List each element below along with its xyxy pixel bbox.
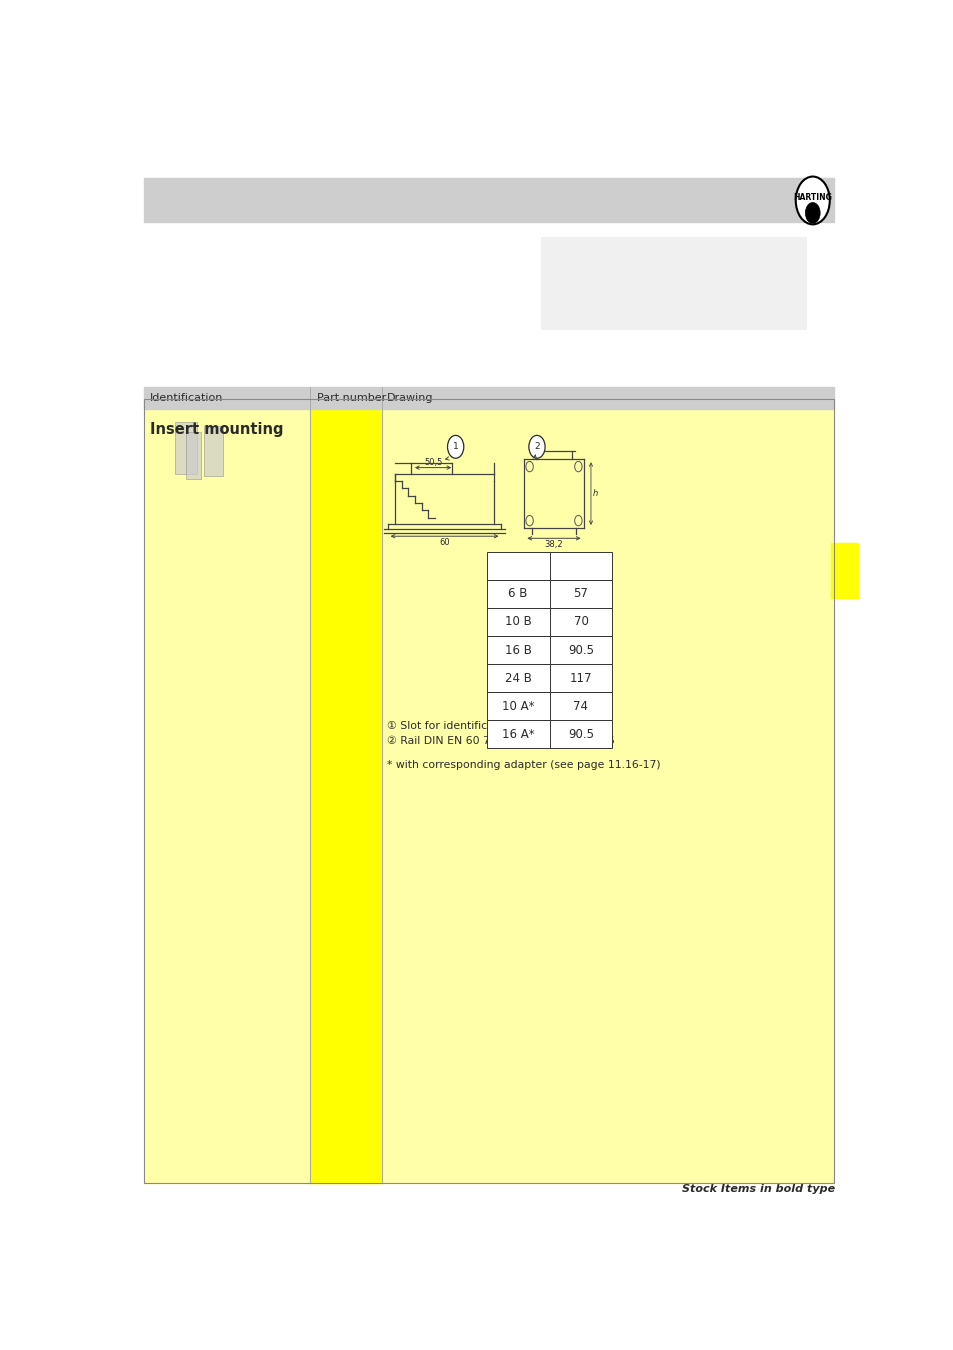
Text: 90.5: 90.5 [567,728,594,741]
Bar [486,580,612,608]
Circle shape [447,436,463,458]
Circle shape [528,436,544,458]
Bar [486,720,612,748]
Text: 70: 70 [573,616,588,629]
Bar [144,400,833,1183]
Text: ① Slot for identification strip: ① Slot for identification strip [387,721,542,730]
Bar [144,400,833,1183]
Bar [486,552,612,580]
Text: 16 A*: 16 A* [501,728,534,741]
Text: 10 A*: 10 A* [501,699,534,713]
Text: 57: 57 [573,587,588,601]
Text: Stock Items in bold type: Stock Items in bold type [681,1184,834,1195]
Bar [174,421,196,474]
Bar [486,664,612,693]
Bar [486,693,612,720]
Text: 1: 1 [453,443,458,451]
Bar [144,386,833,409]
Text: 16 B: 16 B [504,644,531,656]
Text: Drawing: Drawing [387,393,433,402]
Bar [540,236,806,331]
Circle shape [804,202,820,223]
Bar [830,544,858,598]
Text: 6 B: 6 B [508,587,527,601]
Bar [144,178,833,223]
Text: 50,5: 50,5 [424,458,442,467]
Text: 117: 117 [569,671,592,684]
Text: Identification: Identification [151,393,223,402]
Text: 74: 74 [573,699,588,713]
Text: 60: 60 [438,539,450,547]
Bar [204,427,222,477]
Text: 90.5: 90.5 [567,644,594,656]
Text: ② Rail DIN EN 60 715-35 x 7.5 or -35 x 15: ② Rail DIN EN 60 715-35 x 7.5 or -35 x 1… [387,736,614,747]
Text: h: h [593,489,598,498]
Text: Part number: Part number [317,393,386,402]
Text: 38,2: 38,2 [544,540,562,549]
Bar [310,409,381,1183]
Text: Insert mounting: Insert mounting [151,421,283,437]
Circle shape [795,177,829,224]
Text: 10 B: 10 B [504,616,531,629]
Text: HARTING: HARTING [793,193,831,202]
Text: 2: 2 [534,443,539,451]
Text: 24 B: 24 B [504,671,531,684]
Bar [186,432,200,479]
Bar [486,636,612,664]
Bar [486,608,612,636]
Text: * with corresponding adapter (see page 11.16-17): * with corresponding adapter (see page 1… [387,760,659,770]
